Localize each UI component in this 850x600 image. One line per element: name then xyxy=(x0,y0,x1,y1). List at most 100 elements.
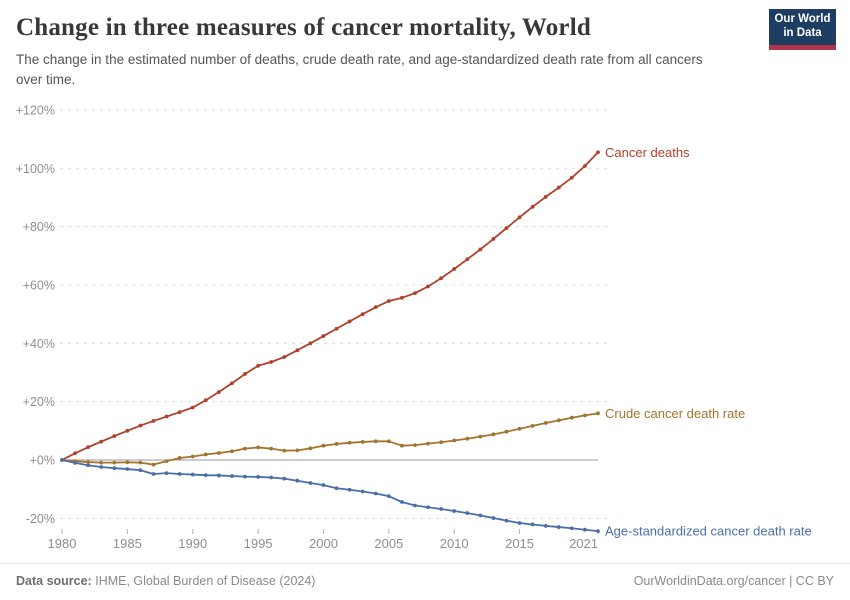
series-point[interactable] xyxy=(465,257,470,262)
series-point[interactable] xyxy=(347,487,352,492)
series-point[interactable] xyxy=(530,423,535,428)
series-point[interactable] xyxy=(73,451,77,456)
series-point[interactable] xyxy=(360,312,365,317)
series-point[interactable] xyxy=(386,439,391,444)
series-point[interactable] xyxy=(164,414,169,419)
series-point[interactable] xyxy=(125,428,130,433)
series-point[interactable] xyxy=(308,341,313,346)
series-point[interactable] xyxy=(99,439,104,444)
series-point[interactable] xyxy=(282,355,287,359)
chart-canvas[interactable]: +120% +100% +80% +60% +40% +20% +0% -20% 1980 198… xyxy=(0,0,850,563)
series-point[interactable] xyxy=(360,489,365,494)
series-point[interactable] xyxy=(439,507,444,511)
series-point[interactable] xyxy=(86,463,91,468)
series-point[interactable] xyxy=(400,443,404,448)
series-point[interactable] xyxy=(125,467,130,471)
series-point[interactable] xyxy=(543,421,548,425)
series-point[interactable] xyxy=(99,460,104,465)
series-point[interactable] xyxy=(426,284,430,289)
series-point[interactable] xyxy=(426,505,430,510)
series-point[interactable] xyxy=(256,445,260,450)
series-point[interactable] xyxy=(517,215,522,220)
series-point[interactable] xyxy=(373,305,378,310)
series-point[interactable] xyxy=(569,415,574,420)
series-point[interactable] xyxy=(569,526,574,531)
series-point[interactable] xyxy=(596,529,600,534)
series-point[interactable] xyxy=(517,521,522,525)
series-point[interactable] xyxy=(583,164,587,168)
series-point[interactable] xyxy=(86,445,91,450)
series-point[interactable] xyxy=(596,150,600,155)
series-point[interactable] xyxy=(164,459,169,464)
series-point[interactable] xyxy=(138,423,143,428)
series-point[interactable] xyxy=(230,381,234,386)
series-point[interactable] xyxy=(190,405,195,410)
series-point[interactable] xyxy=(190,454,195,459)
series-point[interactable] xyxy=(151,462,156,467)
series-point[interactable] xyxy=(177,456,182,460)
series-point[interactable] xyxy=(256,363,260,368)
series-line[interactable] xyxy=(61,412,599,466)
series-point[interactable] xyxy=(373,439,378,444)
series-point[interactable] xyxy=(596,411,600,416)
series-point[interactable] xyxy=(190,472,195,477)
series-point[interactable] xyxy=(230,474,234,478)
series-point[interactable] xyxy=(73,461,77,465)
series-point[interactable] xyxy=(112,466,117,471)
series-point[interactable] xyxy=(112,434,117,438)
series-point[interactable] xyxy=(452,267,457,271)
series-point[interactable] xyxy=(269,475,274,480)
series-point[interactable] xyxy=(452,438,457,443)
series-point[interactable] xyxy=(347,440,352,445)
series-point[interactable] xyxy=(269,360,274,364)
series-point[interactable] xyxy=(230,449,234,454)
series-point[interactable] xyxy=(216,390,221,394)
series-point[interactable] xyxy=(386,494,391,499)
series-point[interactable] xyxy=(517,426,522,431)
series-point[interactable] xyxy=(203,452,208,457)
series-point[interactable] xyxy=(478,247,483,252)
series-point[interactable] xyxy=(530,204,535,209)
series-point[interactable] xyxy=(556,418,561,423)
series-point[interactable] xyxy=(334,326,339,331)
series-point[interactable] xyxy=(282,448,287,453)
series-point[interactable] xyxy=(216,473,221,478)
series-point[interactable] xyxy=(112,460,117,465)
series-point[interactable] xyxy=(583,527,587,532)
series-point[interactable] xyxy=(60,458,64,462)
series-point[interactable] xyxy=(504,518,509,523)
series-point[interactable] xyxy=(400,295,404,300)
series-point[interactable] xyxy=(569,175,574,180)
series-point[interactable] xyxy=(164,471,169,476)
series-point[interactable] xyxy=(86,460,91,464)
series-point[interactable] xyxy=(308,481,313,485)
series-point[interactable] xyxy=(530,522,535,527)
series-point[interactable] xyxy=(321,334,326,338)
series-point[interactable] xyxy=(504,429,509,434)
series-point[interactable] xyxy=(478,434,483,439)
series-point[interactable] xyxy=(321,483,326,487)
series-point[interactable] xyxy=(308,446,313,451)
series-point[interactable] xyxy=(125,460,130,465)
series-point[interactable] xyxy=(177,472,182,476)
series-point[interactable] xyxy=(413,443,417,448)
series-point[interactable] xyxy=(243,446,247,451)
series-point[interactable] xyxy=(504,226,509,231)
series-point[interactable] xyxy=(243,474,247,479)
series-point[interactable] xyxy=(216,451,221,455)
series-point[interactable] xyxy=(321,443,326,448)
series-point[interactable] xyxy=(400,500,404,504)
series-point[interactable] xyxy=(543,524,548,528)
series-point[interactable] xyxy=(556,525,561,529)
series-point[interactable] xyxy=(151,472,156,476)
series-point[interactable] xyxy=(334,486,339,491)
series-point[interactable] xyxy=(203,473,208,478)
series-point[interactable] xyxy=(439,440,444,445)
series-point[interactable] xyxy=(295,448,300,453)
series-point[interactable] xyxy=(386,299,391,303)
series-point[interactable] xyxy=(347,319,352,324)
series-point[interactable] xyxy=(243,372,247,376)
series-point[interactable] xyxy=(151,419,156,423)
series-point[interactable] xyxy=(360,440,365,444)
series-point[interactable] xyxy=(269,446,274,451)
